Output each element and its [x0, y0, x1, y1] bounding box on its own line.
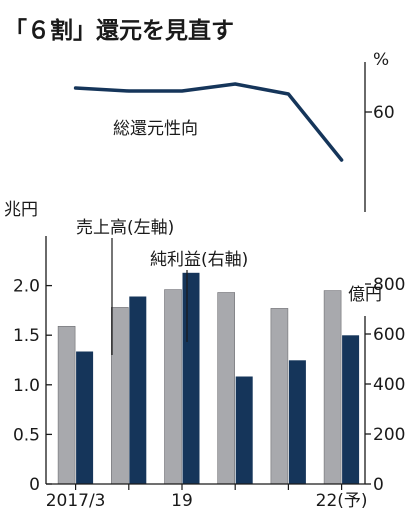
- sales-bar: [111, 307, 129, 485]
- sales-bar: [217, 292, 235, 485]
- bar-panel: 兆円 億円 0 0.5 1.0 1.5 2.0 0 200 400 600 800 2017/3…: [4, 200, 405, 511]
- profit-bar: [129, 296, 147, 484]
- chart-title: 「６割」還元を見直す: [4, 17, 234, 44]
- right-tick-label: 400: [373, 375, 405, 395]
- right-tick-label: 200: [373, 425, 405, 445]
- payout-unit-label: %: [373, 50, 389, 70]
- profit-bar: [342, 335, 360, 485]
- x-labels-group: 2017/3 19 22(予): [46, 484, 368, 511]
- left-tick-label: 0: [29, 475, 40, 495]
- profit-bar: [288, 360, 306, 485]
- right-ticks-group: 0 200 400 600 800: [365, 275, 405, 495]
- sales-bar: [270, 308, 289, 485]
- x-tick-label: 2017/3: [46, 491, 106, 511]
- right-tick-label: 600: [373, 325, 405, 345]
- sales-bar: [57, 325, 76, 485]
- profit-bar: [76, 351, 94, 484]
- profit-series-label: 純利益(右軸): [150, 250, 248, 270]
- payout-tick-label: 60: [373, 103, 395, 123]
- right-axis-unit: 億円: [348, 285, 382, 305]
- sales-bar: [164, 289, 182, 485]
- right-tick-label: 0: [373, 475, 384, 495]
- sales-series-label: 売上高(左軸): [76, 218, 174, 238]
- sales-bar: [323, 290, 342, 485]
- profit-bar: [182, 272, 200, 485]
- left-axis-unit: 兆円: [4, 200, 38, 220]
- payout-ratio-line: [73, 82, 344, 162]
- left-tick-label: 1.5: [13, 326, 40, 346]
- right-tick-label: 800: [373, 275, 405, 295]
- left-tick-label: 0.5: [13, 425, 40, 445]
- bars-group: [57, 272, 360, 485]
- x-tick-label: 19: [171, 491, 193, 511]
- payout-panel: % 総還元性向 60: [73, 50, 395, 212]
- left-tick-label: 1.0: [13, 376, 40, 396]
- left-ticks-group: 0 0.5 1.0 1.5 2.0: [13, 277, 52, 495]
- profit-bar: [235, 376, 253, 484]
- payout-series-label: 総還元性向: [113, 119, 198, 139]
- x-tick-label: 22(予): [316, 491, 368, 511]
- left-tick-label: 2.0: [13, 277, 40, 297]
